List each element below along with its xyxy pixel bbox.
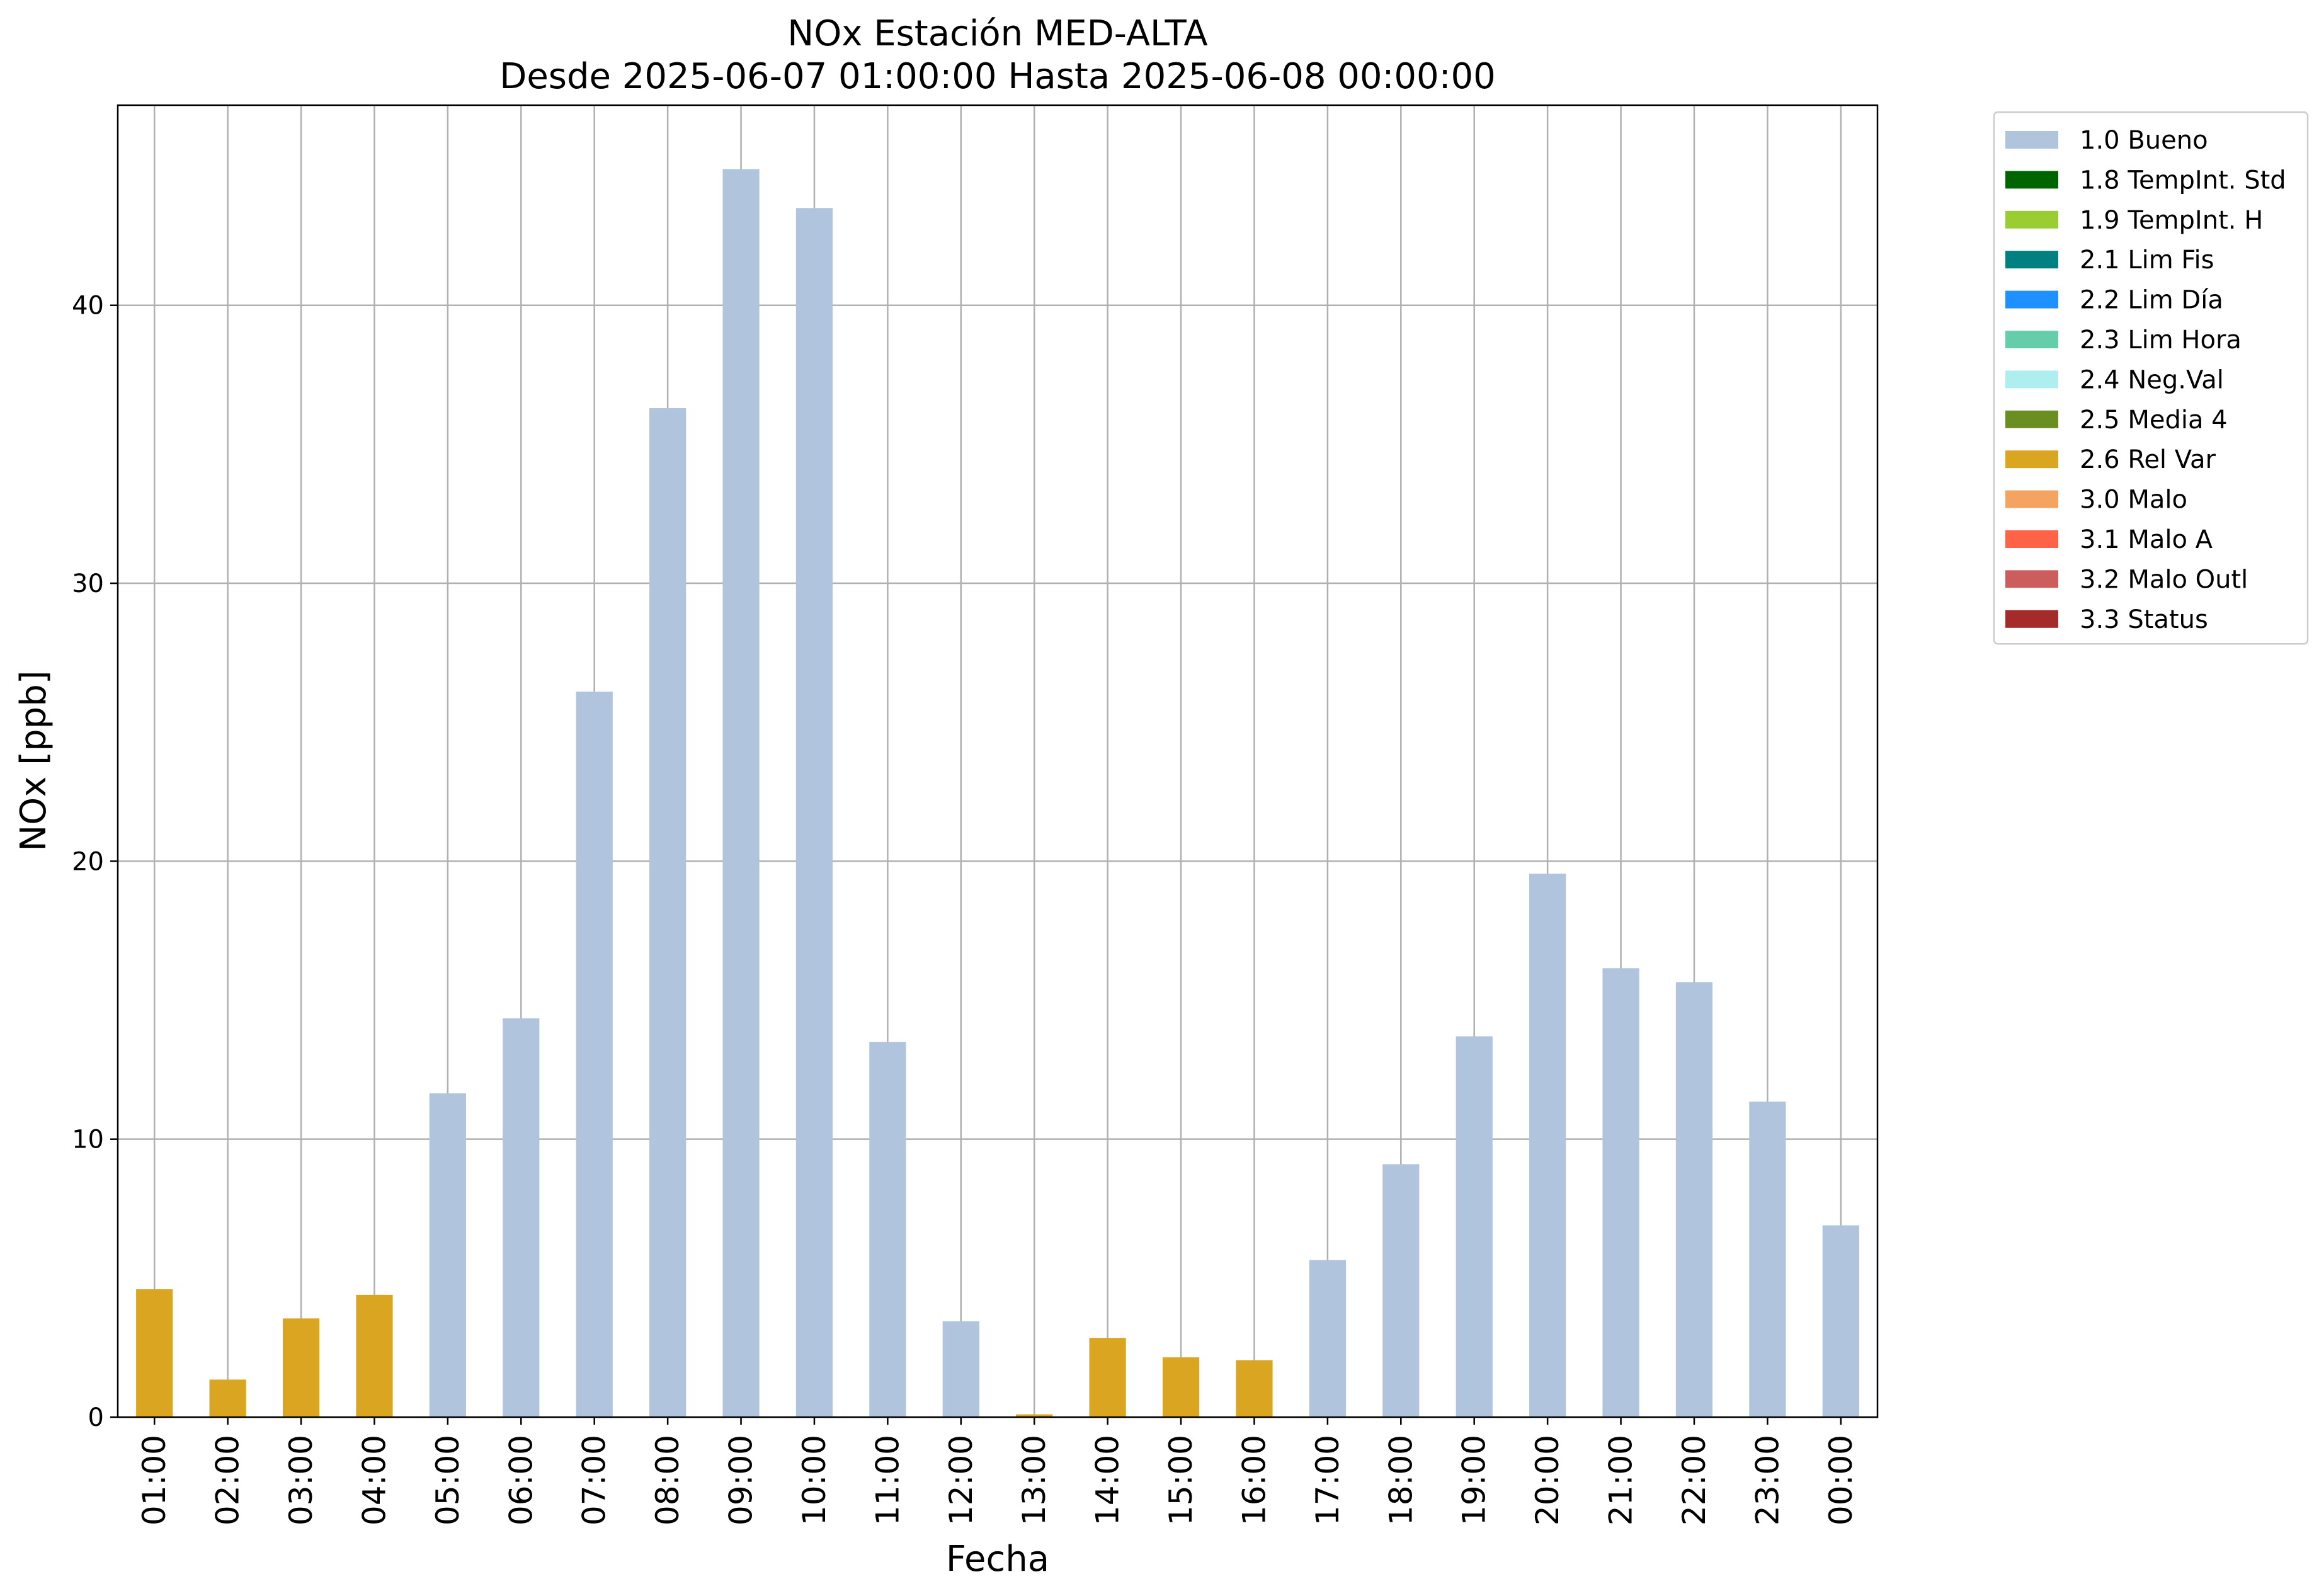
x-tick-label: 16:00 — [1236, 1435, 1272, 1525]
x-tick-label: 07:00 — [576, 1435, 613, 1525]
bar-1000 — [795, 208, 833, 1417]
legend-swatch — [2005, 251, 2058, 269]
x-tick-label: 22:00 — [1676, 1435, 1712, 1525]
y-tick-label: 0 — [88, 1403, 104, 1432]
x-tick-label: 05:00 — [430, 1435, 466, 1525]
bar-1400 — [1089, 1338, 1126, 1417]
x-tick-label: 21:00 — [1603, 1435, 1639, 1525]
x-tick-label: 10:00 — [796, 1435, 833, 1525]
bar-0400 — [356, 1294, 393, 1417]
x-tick-label: 02:00 — [210, 1435, 246, 1525]
bar-2100 — [1602, 968, 1639, 1417]
legend-swatch — [2005, 290, 2058, 309]
x-tick-label: 03:00 — [283, 1435, 319, 1525]
bar-1100 — [869, 1042, 906, 1417]
bar-0300 — [282, 1318, 320, 1417]
legend-swatch — [2005, 570, 2058, 588]
chart-subtitle: Desde 2025-06-07 01:00:00 Hasta 2025-06-… — [499, 56, 1496, 97]
x-tick-label: 18:00 — [1382, 1435, 1419, 1525]
legend-swatch — [2005, 610, 2058, 628]
legend-swatch — [2005, 171, 2058, 189]
bar-0600 — [503, 1018, 540, 1417]
legend-label: 2.2 Lim Día — [2080, 286, 2223, 315]
x-tick-label: 12:00 — [943, 1435, 979, 1525]
legend-label: 3.0 Malo — [2080, 486, 2187, 515]
legend-label: 2.4 Neg.Val — [2080, 365, 2224, 394]
legend-frame — [1993, 111, 2309, 645]
legend-label: 3.3 Status — [2080, 605, 2208, 634]
bar-0700 — [576, 692, 613, 1417]
legend-label: 1.8 TempInt. Std — [2080, 166, 2286, 195]
x-tick-label: 13:00 — [1016, 1435, 1052, 1525]
x-tick-label: 20:00 — [1529, 1435, 1566, 1525]
bar-0900 — [722, 169, 760, 1418]
chart-title: NOx Estación MED-ALTA — [787, 13, 1207, 54]
legend-swatch — [2005, 131, 2058, 149]
legend-label: 2.5 Media 4 — [2080, 406, 2228, 435]
legend-label: 2.6 Rel Var — [2080, 445, 2216, 474]
bar-0500 — [429, 1093, 466, 1417]
legend-swatch — [2005, 490, 2058, 508]
legend-swatch — [2005, 210, 2058, 229]
x-tick-label: 19:00 — [1456, 1435, 1493, 1525]
x-tick-label: 00:00 — [1823, 1435, 1859, 1525]
legend-label: 1.9 TempInt. H — [2080, 206, 2263, 235]
x-tick-label: 08:00 — [649, 1435, 686, 1525]
legend-swatch — [2005, 450, 2058, 469]
bar-0100 — [136, 1289, 173, 1417]
bars — [136, 169, 1859, 1418]
bar-2300 — [1749, 1102, 1786, 1417]
bar-1700 — [1309, 1260, 1346, 1417]
bar-1600 — [1236, 1360, 1273, 1417]
x-axis-ticks: 01:00 02:00 03:00 04:00 05:00 06:00 07:00 08:00… — [136, 1417, 1859, 1525]
bar-1900 — [1456, 1036, 1493, 1417]
y-tick-label: 40 — [72, 292, 104, 321]
plot-frame — [117, 104, 1879, 1418]
x-tick-label: 09:00 — [723, 1435, 760, 1525]
x-axis-label: Fecha — [946, 1539, 1049, 1580]
bar-0200 — [209, 1379, 246, 1417]
bar-2200 — [1675, 982, 1713, 1417]
legend-label: 1.0 Bueno — [2080, 126, 2208, 155]
y-axis-label: NOx [ppb] — [13, 670, 54, 851]
x-tick-label: 06:00 — [503, 1435, 539, 1525]
legend-swatch — [2005, 530, 2058, 548]
x-tick-label: 04:00 — [356, 1435, 392, 1525]
bar-1300 — [1016, 1414, 1053, 1417]
y-tick-label: 10 — [72, 1126, 104, 1154]
bar-0000 — [1822, 1225, 1859, 1417]
x-tick-label: 15:00 — [1163, 1435, 1199, 1525]
x-tick-label: 14:00 — [1090, 1435, 1126, 1525]
bar-1200 — [942, 1321, 979, 1417]
x-tick-label: 23:00 — [1749, 1435, 1786, 1525]
y-tick-label: 30 — [72, 569, 104, 598]
bar-0800 — [649, 408, 687, 1418]
y-axis-ticks: 0 10 20 30 40 — [72, 292, 118, 1432]
legend: 1.0 Bueno 1.8 TempInt. Std 1.9 TempInt. H 2… — [1993, 111, 2309, 645]
bar-2000 — [1529, 874, 1566, 1417]
legend-label: 3.2 Malo Outl — [2080, 565, 2248, 594]
legend-swatch — [2005, 331, 2058, 348]
x-tick-label: 01:00 — [136, 1435, 173, 1525]
legend-label: 2.3 Lim Hora — [2080, 326, 2242, 355]
bar-1500 — [1162, 1357, 1200, 1417]
legend-swatch — [2005, 370, 2058, 389]
legend-label: 3.1 Malo A — [2080, 525, 2213, 554]
legend-swatch — [2005, 410, 2058, 428]
legend-label: 2.1 Lim Fis — [2080, 246, 2214, 275]
x-tick-label: 17:00 — [1309, 1435, 1346, 1525]
x-tick-label: 11:00 — [869, 1435, 906, 1525]
bar-1800 — [1382, 1164, 1420, 1417]
y-tick-label: 20 — [72, 847, 104, 876]
